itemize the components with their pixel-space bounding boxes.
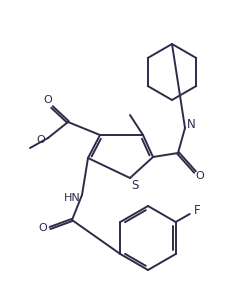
Text: O: O (43, 95, 52, 105)
Text: O: O (195, 171, 203, 181)
Text: N: N (186, 118, 194, 131)
Text: O: O (36, 135, 45, 145)
Text: HN: HN (63, 193, 80, 203)
Text: S: S (131, 180, 138, 193)
Text: F: F (193, 205, 199, 218)
Text: O: O (38, 223, 47, 233)
